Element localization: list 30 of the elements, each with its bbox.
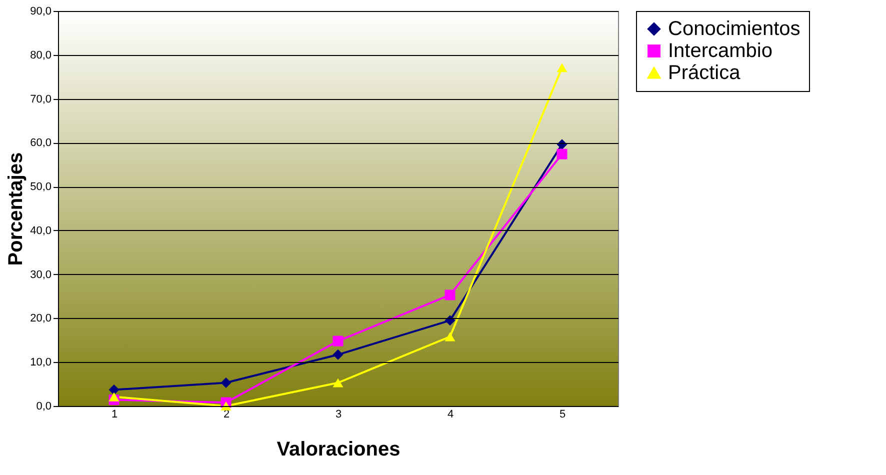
point bbox=[108, 384, 120, 396]
point bbox=[556, 148, 568, 160]
y-axis-title: Porcentajes bbox=[5, 152, 28, 266]
y-tick-label: 60,0 bbox=[30, 137, 52, 150]
x-tick-label: 3 bbox=[335, 408, 342, 420]
x-tick-label: 1 bbox=[111, 408, 118, 420]
x-tick-label: 4 bbox=[447, 408, 454, 420]
point bbox=[108, 392, 120, 402]
y-tick-label: 90,0 bbox=[30, 6, 52, 18]
legend-label: Intercambio bbox=[668, 40, 772, 62]
y-tick-label: 20,0 bbox=[30, 312, 52, 325]
point bbox=[332, 336, 344, 346]
y-tick-label: 0,0 bbox=[36, 400, 52, 412]
point bbox=[332, 349, 344, 360]
point bbox=[444, 290, 456, 300]
point bbox=[332, 378, 344, 388]
y-tick-label: 10,0 bbox=[30, 356, 52, 369]
y-tick-label: 30,0 bbox=[30, 268, 52, 281]
y-tick-label: 50,0 bbox=[30, 181, 52, 194]
point bbox=[220, 401, 232, 411]
x-tick-label: 5 bbox=[559, 408, 566, 420]
x-axis-title: Valoraciones bbox=[276, 438, 400, 460]
point bbox=[220, 377, 232, 388]
y-tick-label: 40,0 bbox=[30, 224, 52, 237]
legend-label: Práctica bbox=[668, 62, 742, 84]
point bbox=[444, 332, 456, 342]
legend-label: Conocimientos bbox=[668, 18, 800, 40]
point bbox=[556, 63, 568, 72]
y-tick-label: 80,0 bbox=[30, 49, 52, 62]
y-tick-label: 70,0 bbox=[30, 93, 52, 106]
